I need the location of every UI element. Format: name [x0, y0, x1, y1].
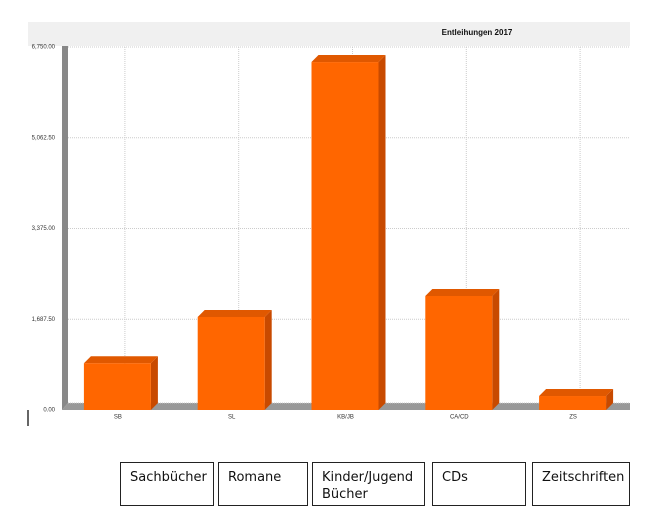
x-tick-label: SB: [114, 415, 122, 421]
y-tick-label: 5,062.50: [32, 135, 56, 141]
bar: [311, 62, 379, 411]
y-tick-label: 3,375.00: [32, 226, 56, 232]
bar-top: [83, 356, 158, 364]
bar-side: [606, 389, 614, 410]
label-box: Romane: [218, 462, 308, 506]
bar-side: [150, 356, 158, 410]
bar-top: [197, 309, 272, 317]
bar: [539, 396, 607, 410]
chart: Entleihungen 2017 0.00 1,687.50 3,375.00 5,…: [27, 22, 630, 426]
title-band: [28, 22, 630, 46]
x-tick-label: ZS: [569, 415, 577, 421]
label-box: Sachbücher: [120, 462, 214, 506]
bar-top: [425, 288, 500, 296]
bar-side: [264, 309, 272, 410]
x-tick-label: KB/JB: [337, 415, 354, 421]
x-tick-label: CA/CD: [450, 415, 469, 421]
chart-title: Entleihungen 2017: [442, 28, 513, 37]
bar-side: [378, 55, 386, 411]
bar: [425, 295, 493, 410]
y-tick-label: 6,750.00: [32, 45, 56, 51]
label-box: CDs: [432, 462, 526, 506]
y-tick-label: 0.00: [43, 408, 55, 414]
bar: [83, 363, 151, 410]
bar-top: [311, 55, 386, 63]
label-box: Zeitschriften: [532, 462, 630, 506]
x-tick-label: SL: [228, 415, 236, 421]
bar: [197, 316, 265, 410]
y-tick-label: 1,687.50: [32, 317, 56, 323]
left-wall: [62, 46, 68, 410]
label-box: Kinder/Jugend Bücher: [312, 462, 425, 506]
bar-top: [539, 389, 614, 397]
bar-side: [492, 288, 500, 410]
